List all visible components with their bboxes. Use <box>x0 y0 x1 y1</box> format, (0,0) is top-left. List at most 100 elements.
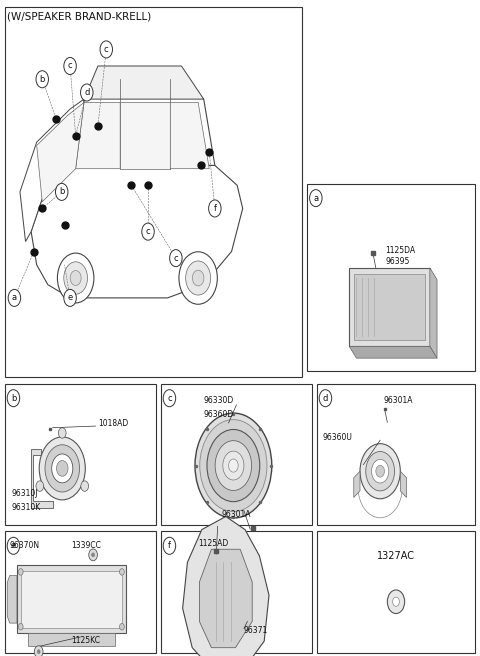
Text: 1018AD: 1018AD <box>98 419 129 428</box>
Text: 96371: 96371 <box>244 626 268 636</box>
FancyBboxPatch shape <box>354 274 425 340</box>
Circle shape <box>59 428 66 438</box>
FancyBboxPatch shape <box>5 531 156 653</box>
Text: c: c <box>146 227 150 236</box>
Circle shape <box>92 553 95 557</box>
Polygon shape <box>76 76 215 165</box>
Circle shape <box>223 451 244 480</box>
Text: 96360D: 96360D <box>203 410 233 419</box>
Text: (W/SPEAKER BRAND-KRELL): (W/SPEAKER BRAND-KRELL) <box>7 12 152 22</box>
Polygon shape <box>170 102 209 169</box>
FancyBboxPatch shape <box>349 268 430 346</box>
Circle shape <box>215 441 252 491</box>
Circle shape <box>195 413 272 518</box>
Text: e: e <box>68 293 72 302</box>
Text: c: c <box>167 394 172 403</box>
Text: a: a <box>12 293 17 302</box>
FancyBboxPatch shape <box>17 565 126 633</box>
Text: 96360U: 96360U <box>323 433 352 442</box>
Text: 1125DA: 1125DA <box>385 245 416 255</box>
Circle shape <box>37 649 40 653</box>
Text: c: c <box>174 254 178 262</box>
Text: b: b <box>59 188 64 196</box>
Circle shape <box>18 623 23 630</box>
Polygon shape <box>28 633 115 646</box>
Circle shape <box>7 537 20 554</box>
Circle shape <box>18 569 23 575</box>
Polygon shape <box>36 102 84 202</box>
Circle shape <box>120 623 124 630</box>
Circle shape <box>52 454 73 483</box>
Polygon shape <box>31 165 243 298</box>
Text: b: b <box>39 75 45 84</box>
Text: a: a <box>313 194 318 203</box>
FancyBboxPatch shape <box>5 7 302 377</box>
Text: 1339CC: 1339CC <box>72 541 101 550</box>
Text: 1125AD: 1125AD <box>199 539 229 548</box>
Circle shape <box>81 481 88 491</box>
Circle shape <box>163 390 176 407</box>
Circle shape <box>64 289 76 306</box>
Polygon shape <box>84 66 204 99</box>
Circle shape <box>310 190 322 207</box>
Circle shape <box>36 481 44 491</box>
Text: 1327AC: 1327AC <box>377 551 415 561</box>
Circle shape <box>70 270 81 285</box>
Circle shape <box>56 183 68 200</box>
Polygon shape <box>354 471 360 497</box>
Polygon shape <box>182 516 269 656</box>
Polygon shape <box>349 346 437 358</box>
Circle shape <box>228 459 238 472</box>
Polygon shape <box>400 471 407 497</box>
Circle shape <box>186 261 211 295</box>
Circle shape <box>8 289 21 306</box>
FancyBboxPatch shape <box>5 384 156 525</box>
Polygon shape <box>76 102 120 169</box>
Circle shape <box>57 461 68 476</box>
Polygon shape <box>20 99 84 241</box>
Text: 96301A: 96301A <box>384 396 413 405</box>
Circle shape <box>163 537 176 554</box>
Circle shape <box>35 646 43 656</box>
Circle shape <box>142 223 154 240</box>
Text: c: c <box>68 62 72 70</box>
Circle shape <box>64 58 76 75</box>
FancyBboxPatch shape <box>161 531 312 653</box>
Polygon shape <box>7 575 17 623</box>
Circle shape <box>120 569 124 575</box>
Circle shape <box>366 451 395 491</box>
Circle shape <box>7 390 20 407</box>
Text: d: d <box>84 88 89 97</box>
FancyBboxPatch shape <box>39 633 77 643</box>
Circle shape <box>100 41 112 58</box>
Text: 96310J: 96310J <box>12 489 38 499</box>
Polygon shape <box>199 549 252 647</box>
Text: 96310K: 96310K <box>12 503 41 512</box>
Circle shape <box>81 84 93 101</box>
Circle shape <box>169 249 182 266</box>
Text: f: f <box>213 204 216 213</box>
FancyBboxPatch shape <box>307 184 475 371</box>
Text: f: f <box>168 541 171 550</box>
Polygon shape <box>430 268 437 358</box>
Circle shape <box>192 270 204 286</box>
FancyBboxPatch shape <box>161 384 312 525</box>
Text: 96301A: 96301A <box>221 510 251 520</box>
Polygon shape <box>120 102 170 169</box>
FancyBboxPatch shape <box>317 384 475 525</box>
Circle shape <box>89 549 97 561</box>
Text: 1125KC: 1125KC <box>72 636 100 645</box>
FancyBboxPatch shape <box>317 531 475 653</box>
Circle shape <box>45 445 80 492</box>
Circle shape <box>360 443 400 499</box>
Text: 96330D: 96330D <box>203 396 233 405</box>
Text: 96370N: 96370N <box>10 541 40 550</box>
Circle shape <box>319 390 332 407</box>
Text: d: d <box>323 394 328 403</box>
Text: b: b <box>11 394 16 403</box>
Text: 96395: 96395 <box>385 256 410 266</box>
Circle shape <box>64 262 87 294</box>
Text: e: e <box>11 541 16 550</box>
Text: c: c <box>104 45 108 54</box>
Circle shape <box>58 253 94 303</box>
